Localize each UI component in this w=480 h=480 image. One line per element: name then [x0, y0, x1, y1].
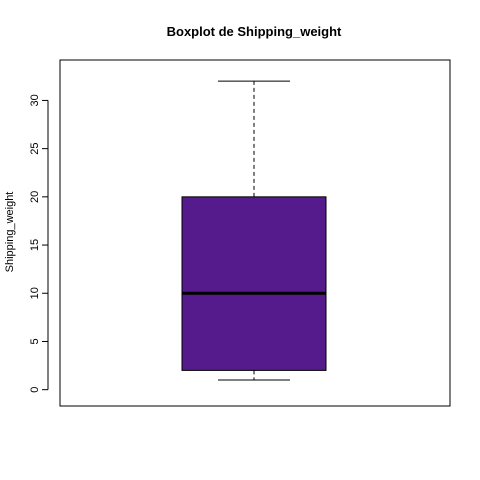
iqr-box	[181, 196, 327, 371]
y-tick-label: 5	[29, 338, 41, 344]
y-tick-label: 25	[29, 143, 41, 155]
y-axis-label: Shipping_weight	[4, 192, 16, 273]
plot-frame	[59, 59, 451, 407]
box-plot	[181, 80, 327, 381]
y-tick-label: 30	[29, 94, 41, 106]
y-tick-label: 10	[29, 287, 41, 299]
y-tick-label: 15	[29, 239, 41, 251]
y-tick-label: 20	[29, 191, 41, 203]
y-tick-label: 0	[29, 387, 41, 393]
y-axis: 0 5 10 15 20 25 30	[29, 94, 49, 393]
chart-title: Boxplot de Shipping_weight	[167, 24, 342, 39]
